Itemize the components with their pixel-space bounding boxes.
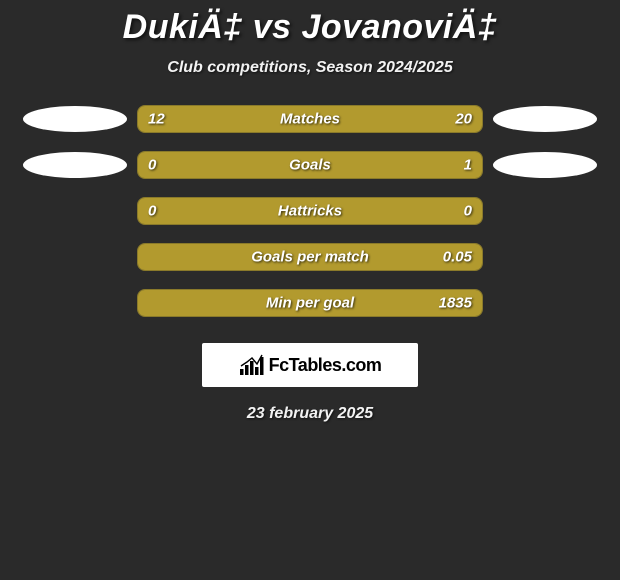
footer-logo-text: FcTables.com xyxy=(269,355,382,376)
stat-row: Min per goal 1835 xyxy=(0,289,620,317)
stat-value-left: 0 xyxy=(148,203,156,220)
stat-value-right: 0.05 xyxy=(443,249,472,266)
stat-value-right: 20 xyxy=(455,111,472,128)
spacer xyxy=(493,244,597,270)
stat-bar: 0 Hattricks 0 xyxy=(137,197,483,225)
team-badge-right xyxy=(493,152,597,178)
stat-row: 0 Hattricks 0 xyxy=(0,197,620,225)
stat-value-left: 12 xyxy=(148,111,165,128)
stat-row: 12 Matches 20 xyxy=(0,105,620,133)
stat-row: 0 Goals 1 xyxy=(0,151,620,179)
spacer xyxy=(23,244,127,270)
stat-value-left: 0 xyxy=(148,157,156,174)
stat-bar: 0 Goals 1 xyxy=(137,151,483,179)
stat-label: Goals per match xyxy=(251,249,369,266)
footer-date: 23 february 2025 xyxy=(0,405,620,423)
bar-chart-icon xyxy=(239,354,265,376)
stat-value-right: 1835 xyxy=(439,295,472,312)
stat-bar: 12 Matches 20 xyxy=(137,105,483,133)
footer-logo[interactable]: FcTables.com xyxy=(202,343,418,387)
stat-bar: Goals per match 0.05 xyxy=(137,243,483,271)
stats-block: 12 Matches 20 0 Goals 1 0 Hattricks 0 Goals per m… xyxy=(0,105,620,317)
spacer xyxy=(23,290,127,316)
spacer xyxy=(493,198,597,224)
spacer xyxy=(493,290,597,316)
page-title: DukiÄ‡ vs JovanoviÄ‡ xyxy=(0,8,620,47)
page-subtitle: Club competitions, Season 2024/2025 xyxy=(0,59,620,77)
stat-label: Goals xyxy=(289,157,331,174)
stat-value-right: 1 xyxy=(464,157,472,174)
stat-label: Min per goal xyxy=(266,295,354,312)
stat-row: Goals per match 0.05 xyxy=(0,243,620,271)
stat-label: Hattricks xyxy=(278,203,342,220)
stat-value-right: 0 xyxy=(464,203,472,220)
team-badge-left xyxy=(23,152,127,178)
team-badge-right xyxy=(493,106,597,132)
stat-label: Matches xyxy=(280,111,340,128)
team-badge-left xyxy=(23,106,127,132)
comparison-widget: DukiÄ‡ vs JovanoviÄ‡ Club competitions, … xyxy=(0,0,620,423)
stat-bar: Min per goal 1835 xyxy=(137,289,483,317)
spacer xyxy=(23,198,127,224)
